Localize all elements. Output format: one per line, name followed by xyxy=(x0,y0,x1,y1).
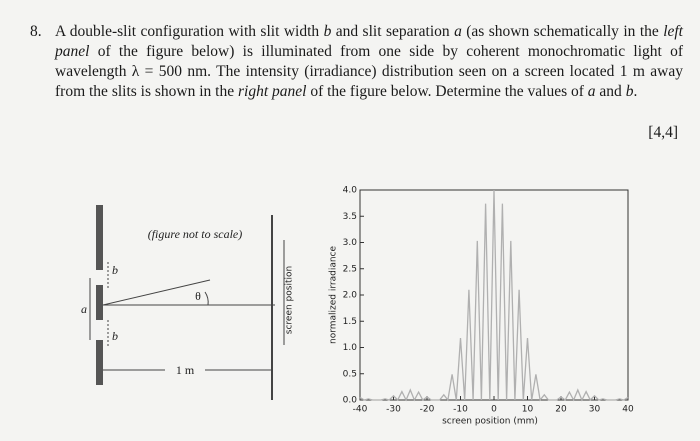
barrier xyxy=(96,205,103,270)
y-axis-label: normalized irradiance xyxy=(329,246,339,345)
question-text: A double-slit configuration with slit wi… xyxy=(55,22,683,102)
x-tick-label: -20 xyxy=(420,405,435,415)
label: b xyxy=(112,329,118,343)
x-tick-label: 0 xyxy=(491,405,497,415)
label: b xyxy=(112,263,118,277)
x-tick-label: 30 xyxy=(589,405,601,415)
y-tick-label: 2.5 xyxy=(343,264,357,274)
x-axis-label: screen position (mm) xyxy=(442,417,538,427)
y-tick-label: 3.5 xyxy=(343,212,357,222)
barrier xyxy=(96,285,103,320)
note: (figure not to scale) xyxy=(148,227,243,241)
left-panel xyxy=(89,205,285,400)
x-tick-label: 40 xyxy=(622,405,634,415)
label: 1 m xyxy=(176,363,195,377)
symbol: b xyxy=(323,23,332,40)
text: . xyxy=(633,83,638,100)
label: θ xyxy=(195,289,201,303)
y-tick-label: 4.0 xyxy=(343,186,358,196)
x-tick-label: -10 xyxy=(453,405,468,415)
x-tick-label: -40 xyxy=(353,405,368,415)
text: (as shown schematically in the xyxy=(461,23,664,40)
ray xyxy=(102,279,211,306)
x-tick-label: 20 xyxy=(555,405,567,415)
text: of the figure below) is illuminated from… xyxy=(55,43,683,100)
y-tick-label: 0.0 xyxy=(343,396,358,406)
y-tick-label: 3.0 xyxy=(343,238,358,248)
x-tick-label: -30 xyxy=(386,405,401,415)
label: screen position xyxy=(285,266,295,334)
emphasis: left panel xyxy=(55,23,683,60)
text: and xyxy=(595,83,626,100)
text: A double-slit configuration with slit wi… xyxy=(55,23,324,40)
angle-arc xyxy=(204,291,209,306)
symbol: a xyxy=(587,83,596,100)
y-tick-label: 1.5 xyxy=(343,317,357,327)
curve xyxy=(359,189,629,402)
marks: [4,4] xyxy=(648,124,678,141)
text: of the figure below. Determine the value… xyxy=(306,83,588,100)
text: and slit separation xyxy=(331,23,455,40)
question-number: 8. xyxy=(30,23,42,40)
symbol: a xyxy=(454,23,462,40)
x-tick-label: 10 xyxy=(522,405,534,415)
y-tick-label: 2.0 xyxy=(343,291,358,301)
barrier xyxy=(96,340,103,385)
y-tick-label: 1.0 xyxy=(343,343,358,353)
symbol: b xyxy=(625,83,634,100)
y-tick-label: 0.5 xyxy=(343,369,357,379)
emphasis: right panel xyxy=(237,83,307,100)
label: a xyxy=(81,302,87,316)
